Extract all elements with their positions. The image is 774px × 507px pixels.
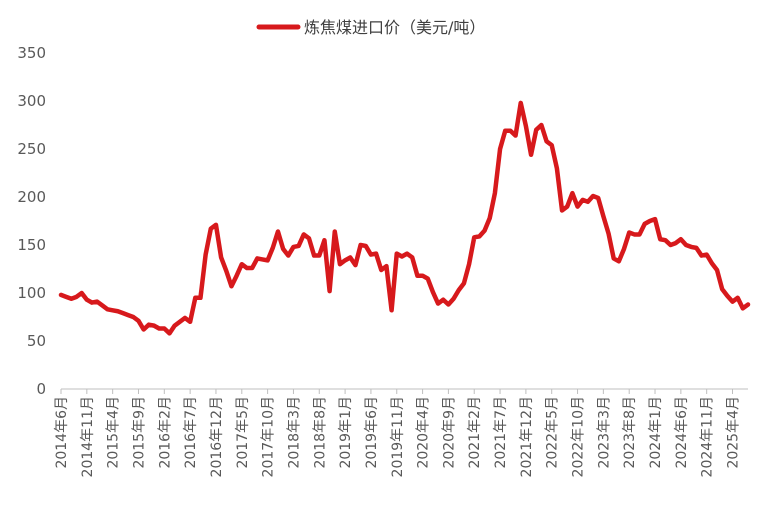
x-tick-label: 2021年12月 [519,396,535,477]
y-tick-label: 200 [17,188,46,206]
x-tick-label: 2024年1月 [648,396,664,469]
x-tick-label: 2021年2月 [467,396,483,469]
legend: 炼焦煤进口价（美元/吨） [256,18,485,37]
x-tick-label: 2023年8月 [622,396,638,469]
y-tick-label: 100 [17,284,46,302]
x-tick-label: 2022年5月 [545,396,561,469]
y-axis-ticks: 0 50 100 150 200 250 300 350 [17,44,46,398]
x-tick-label: 2014年11月 [80,396,96,477]
x-tick-label: 2021年7月 [493,396,509,469]
x-tick-label: 2014年6月 [54,396,70,469]
y-tick-label: 300 [17,92,46,110]
y-tick-label: 0 [36,380,46,398]
x-tick-label: 2018年3月 [286,396,302,469]
y-tick-label: 250 [17,140,46,158]
x-tick-label: 2019年1月 [338,396,354,469]
x-tick-label: 2015年9月 [131,396,147,469]
x-tick-label: 2017年10月 [261,396,277,477]
legend-label: 炼焦煤进口价（美元/吨） [304,18,485,37]
x-tick-label: 2016年7月 [183,396,199,469]
x-tick-label: 2016年2月 [157,396,173,469]
x-tick-label: 2019年6月 [364,396,380,469]
x-tick-label: 2024年6月 [674,396,690,469]
x-tick-label: 2018年8月 [312,396,328,469]
x-tick-label: 2022年10月 [571,396,587,477]
series-line-coking-coal-import-price [58,100,751,336]
x-axis-tick-marks [60,389,734,394]
y-tick-label: 50 [27,332,46,350]
x-tick-label: 2020年9月 [441,396,457,469]
x-tick-label: 2016年12月 [209,396,225,477]
x-tick-label: 2015年4月 [106,396,122,469]
y-tick-label: 150 [17,236,46,254]
x-tick-label: 2019年11月 [390,396,406,477]
x-tick-label: 2023年3月 [596,396,612,469]
x-tick-label: 2017年5月 [235,396,251,469]
x-axis-labels: 2014年6月 2014年11月 2015年4月 2015年9月 2016年2月 2016… [54,396,742,477]
x-tick-label: 2024年11月 [700,396,716,477]
x-tick-label: 2025年4月 [726,396,742,469]
x-tick-label: 2020年4月 [416,396,432,469]
y-tick-label: 350 [17,44,46,62]
